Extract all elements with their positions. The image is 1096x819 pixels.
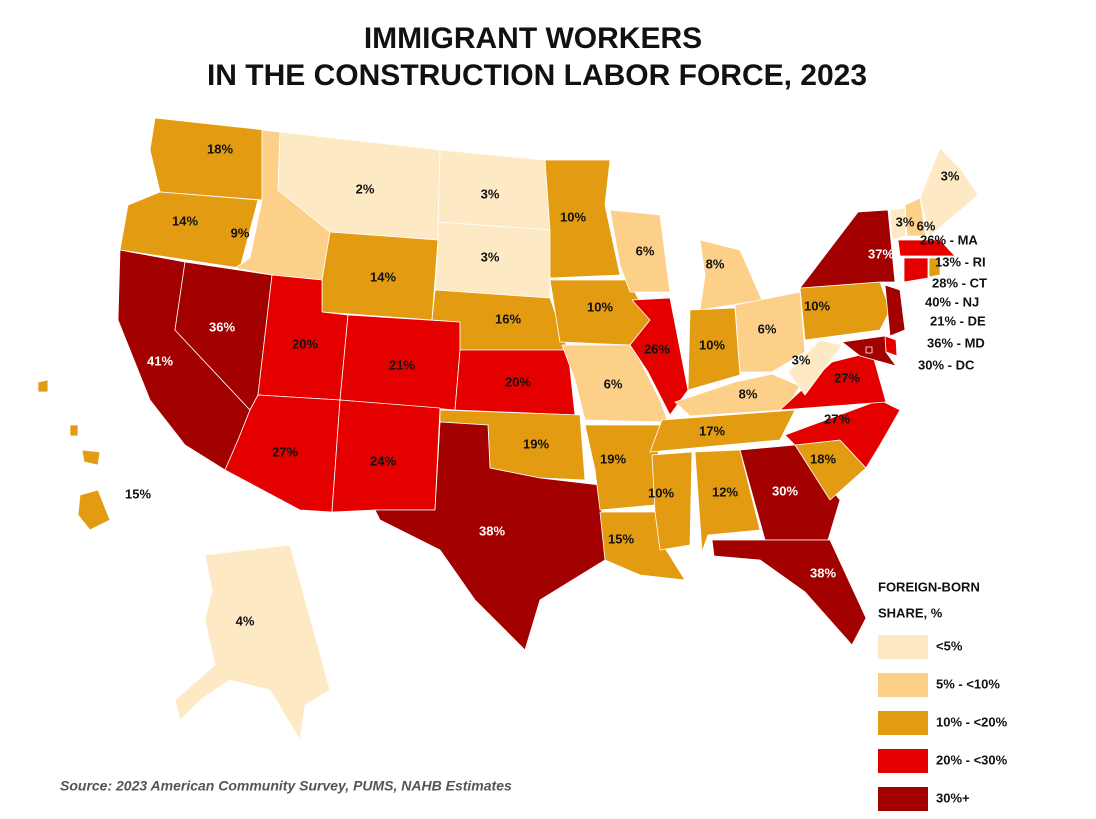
state-label: 17% [699,423,725,438]
state-label: 10% [560,209,586,224]
state-label: 10% [648,485,674,500]
state [687,307,741,391]
legend-title: FOREIGN-BORN [878,579,980,594]
state [884,284,906,337]
state-label: 21% [389,357,415,372]
state [699,239,763,311]
state-label: 3% [896,214,915,229]
state-label: 10% [804,298,830,313]
state [904,197,927,237]
state-label: 30% [772,483,798,498]
state [544,159,621,279]
state [897,239,956,257]
state-label: 9% [231,225,250,240]
state-label: 36% - MD [927,335,985,350]
state [649,409,796,453]
state-label: 6% [758,321,777,336]
state-label: 28% - CT [932,275,987,290]
state-label: 15% [608,531,634,546]
legend-label: 5% - <10% [936,676,1000,691]
state-label: 20% [505,374,531,389]
legend-swatch [878,673,928,697]
state-label: 2% [356,181,375,196]
state-label: 12% [712,484,738,499]
legend-swatch [878,635,928,659]
state-label: 41% [147,353,173,368]
state [865,346,873,354]
state-label: 6% [636,243,655,258]
state [149,117,266,201]
state-label: 24% [370,453,396,468]
state-label: 3% [792,352,811,367]
state-label: 10% [587,299,613,314]
state-label: 27% [834,370,860,385]
state-labels: 18% 14% 41% 36% 9% 2% 14% 20% 27% 21% 24% 3% 3% 16% 20… [125,141,987,628]
title-line: IN THE CONSTRUCTION LABOR FORCE, 2023 [207,59,867,92]
state-label: 6% [604,376,623,391]
state-label: 16% [495,311,521,326]
legend-label: <5% [936,638,963,653]
state [584,424,661,511]
state [321,231,439,321]
states [37,117,979,741]
state-label: 19% [523,436,549,451]
state-label: 21% - DE [930,313,986,328]
state-label: 3% [481,249,500,264]
state [119,191,259,269]
state [651,451,693,551]
state [374,421,606,651]
state-label: 27% [824,411,850,426]
state-label: 40% - NJ [925,294,979,309]
state-label: 13% - RI [935,254,986,269]
legend-label: 20% - <30% [936,752,1008,767]
state [739,444,841,541]
state-label: 4% [236,613,255,628]
state [37,379,111,531]
state [629,297,689,416]
state-label: 6% [917,218,936,233]
legend-swatch [878,749,928,773]
state-label: 8% [706,256,725,271]
state [889,207,907,241]
state-label: 20% [292,336,318,351]
state-label: 14% [172,213,198,228]
state-label: 18% [207,141,233,156]
source: Source: 2023 American Community Survey, … [60,778,512,794]
state-label: 30% - DC [918,357,975,372]
state-label: 38% [479,523,505,538]
legend-swatch [878,711,928,735]
state-label: 19% [600,451,626,466]
legend-label: 10% - <20% [936,714,1008,729]
state-label: 3% [941,168,960,183]
legend-title: SHARE, % [878,605,943,620]
state-label: 26% [644,341,670,356]
state-label: 3% [481,186,500,201]
state [799,209,896,289]
state [734,291,806,373]
legend-label: 30%+ [936,790,970,805]
legend: FOREIGN-BORN SHARE, % <5% 5% - <10% 10% - … [878,579,1008,811]
state-label: 26% - MA [920,232,978,247]
state-label: 38% [810,565,836,580]
state [694,449,761,553]
state [903,257,929,283]
state [174,544,331,741]
state-label: 37% [868,246,894,261]
title-line: IMMIGRANT WORKERS [364,22,702,55]
state [711,539,867,646]
state-label: 10% [699,337,725,352]
state-label: 8% [739,386,758,401]
state-label: 15% [125,486,151,501]
state-label: 14% [370,269,396,284]
state [919,147,979,237]
state-label: 36% [209,319,235,334]
state-label: 27% [272,444,298,459]
legend-swatch [878,787,928,811]
state [609,209,671,293]
state [787,339,843,396]
state [928,257,941,278]
state-label: 18% [810,451,836,466]
